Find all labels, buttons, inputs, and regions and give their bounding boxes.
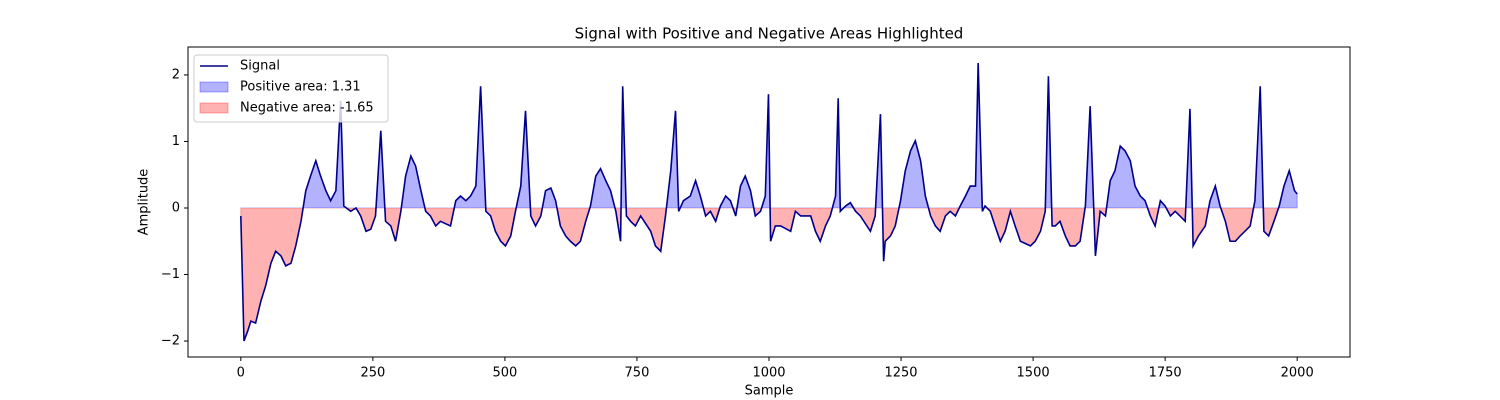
y-tick-label: 1 bbox=[172, 134, 180, 149]
chart-title: Signal with Positive and Negative Areas … bbox=[575, 25, 964, 43]
x-tick-label: 2000 bbox=[1281, 366, 1314, 381]
x-tick-label: 500 bbox=[492, 366, 517, 381]
y-tick-label: −1 bbox=[161, 267, 180, 282]
legend-box bbox=[193, 54, 389, 123]
x-tick-label: 250 bbox=[360, 366, 385, 381]
x-tick-label: 1250 bbox=[884, 366, 917, 381]
legend-label: Signal bbox=[240, 59, 280, 74]
signal-line bbox=[240, 62, 1298, 342]
x-tick-label: 750 bbox=[625, 366, 650, 381]
x-tick-label: 0 bbox=[237, 366, 245, 381]
legend-label: Positive area: 1.31 bbox=[240, 80, 361, 95]
x-tick-label: 1500 bbox=[1017, 366, 1050, 381]
y-tick-label: 0 bbox=[172, 200, 180, 215]
legend-label: Negative area: -1.65 bbox=[240, 101, 374, 116]
y-tick-label: −2 bbox=[161, 334, 180, 349]
x-axis-label: Sample bbox=[745, 384, 794, 399]
y-tick-label: 2 bbox=[172, 67, 180, 82]
legend-swatch bbox=[199, 81, 229, 93]
legend-swatch bbox=[199, 102, 229, 114]
y-axis-label: Amplitude bbox=[137, 169, 152, 236]
x-tick-label: 1000 bbox=[752, 366, 785, 381]
x-tick-label: 1750 bbox=[1149, 366, 1182, 381]
